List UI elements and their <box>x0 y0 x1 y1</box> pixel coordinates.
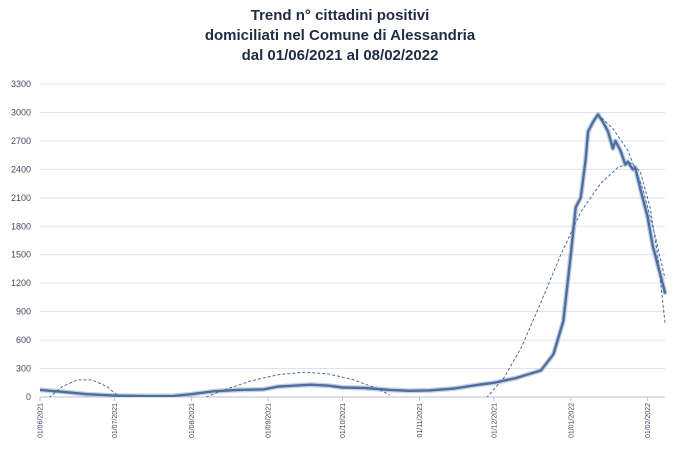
x-tick-label-5: 01/11/2021 <box>417 403 424 438</box>
trend-line-dashed-1 <box>48 379 121 397</box>
x-tick-label-6: 01/12/2021 <box>491 403 498 438</box>
x-axis-ticks: 01/06/2021 01/07/2021 01/08/2021 01/09/2021… <box>38 397 652 438</box>
chart-title: Trend n° cittadini positivi domiciliati … <box>0 6 680 66</box>
series-line-0 <box>40 113 667 397</box>
y-tick-label-9: 2700 <box>11 136 31 146</box>
x-tick-label-0: 01/06/2021 <box>38 403 45 438</box>
y-tick-label-6: 1800 <box>11 221 31 231</box>
x-tick-label-2: 01/08/2021 <box>189 403 196 438</box>
y-tick-label-8: 2400 <box>11 164 31 174</box>
y-tick-label-10: 3000 <box>11 107 31 117</box>
x-tick-label-1: 01/07/2021 <box>112 403 119 438</box>
y-tick-label-1: 300 <box>16 364 31 374</box>
x-tick-label-4: 01/10/2021 <box>340 403 347 438</box>
chart-title-line-3: dal 01/06/2021 al 08/02/2022 <box>241 47 439 64</box>
x-tick-label-7: 01/01/2022 <box>568 403 575 438</box>
y-tick-label-11: 3300 <box>11 79 31 89</box>
y-tick-label-7: 2100 <box>11 193 31 203</box>
series-group <box>40 111 668 397</box>
trend-line-dashed-2 <box>204 371 390 397</box>
trend-line-dashed-3 <box>486 162 666 397</box>
x-tick-label-3: 01/09/2021 <box>266 403 273 438</box>
x-tick-label-8: 01/02/2022 <box>645 403 652 438</box>
y-tick-label-2: 600 <box>16 335 31 345</box>
y-tick-label-4: 1200 <box>11 278 31 288</box>
y-tick-label-3: 900 <box>16 307 31 317</box>
trend-line-dashed-4 <box>597 114 666 279</box>
chart-title-line-2: domiciliati nel Comune di Alessandria <box>204 27 476 44</box>
y-axis-ticks: 0 300 600 900 1200 1500 1800 2100 2400 2700 3000 33… <box>11 79 31 402</box>
y-tick-label-5: 1500 <box>11 250 31 260</box>
chart-title-line-1: Trend n° cittadini positivi <box>250 7 430 24</box>
y-tick-label-0: 0 <box>26 392 31 402</box>
